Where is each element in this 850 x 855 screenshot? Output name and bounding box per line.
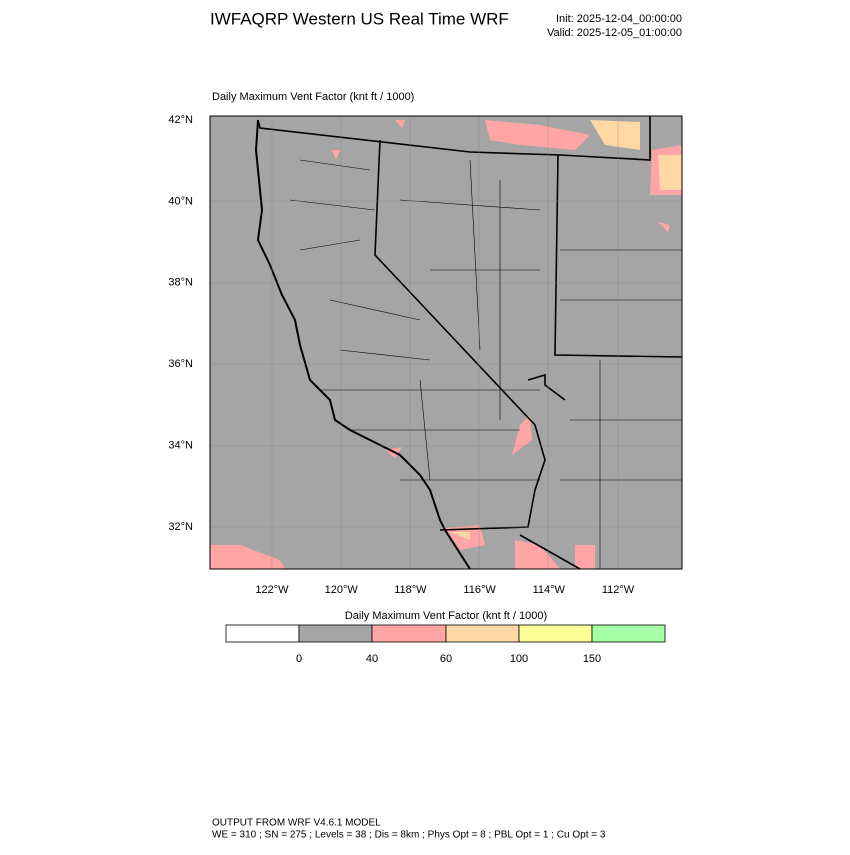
lat-label: 38°N: [168, 277, 193, 289]
lon-label: 114°W: [533, 584, 566, 596]
colorbar-label: 150: [583, 653, 601, 665]
colorbar-label: 40: [366, 653, 378, 665]
lon-label: 116°W: [463, 584, 496, 596]
lon-label: 112°W: [602, 584, 635, 596]
title: IWFAQRP Western US Real Time WRF: [210, 9, 509, 28]
valid-time: Valid: 2025-12-05_01:00:00: [547, 27, 682, 39]
footer-line: OUTPUT FROM WRF V4.6.1 MODEL: [212, 818, 381, 829]
lat-label: 42°N: [168, 114, 193, 126]
lon-label: 118°W: [394, 584, 427, 596]
colorbar-label: 60: [440, 653, 452, 665]
lat-label: 32°N: [168, 521, 193, 533]
lon-label: 120°W: [325, 584, 359, 596]
map: [209, 115, 683, 570]
colorbar-title: Daily Maximum Vent Factor (knt ft / 1000…: [345, 610, 547, 622]
boundaries: [210, 116, 683, 570]
map-background: [210, 116, 682, 569]
lat-label: 34°N: [168, 440, 193, 452]
colorbar-label: 100: [510, 653, 528, 665]
map-title: Daily Maximum Vent Factor (knt ft / 1000…: [212, 91, 414, 103]
colorbar-label: 0: [296, 653, 302, 665]
lon-label: 122°W: [255, 584, 289, 596]
footer-line: WE = 310 ; SN = 275 ; Levels = 38 ; Dis …: [212, 830, 606, 841]
colorbar: [225, 624, 666, 643]
lat-label: 40°N: [168, 195, 193, 207]
map-frame: [209, 115, 683, 570]
lat-label: 36°N: [168, 358, 193, 370]
init-time: Init: 2025-12-04_00:00:00: [556, 13, 682, 25]
vent-areas: [210, 120, 682, 569]
